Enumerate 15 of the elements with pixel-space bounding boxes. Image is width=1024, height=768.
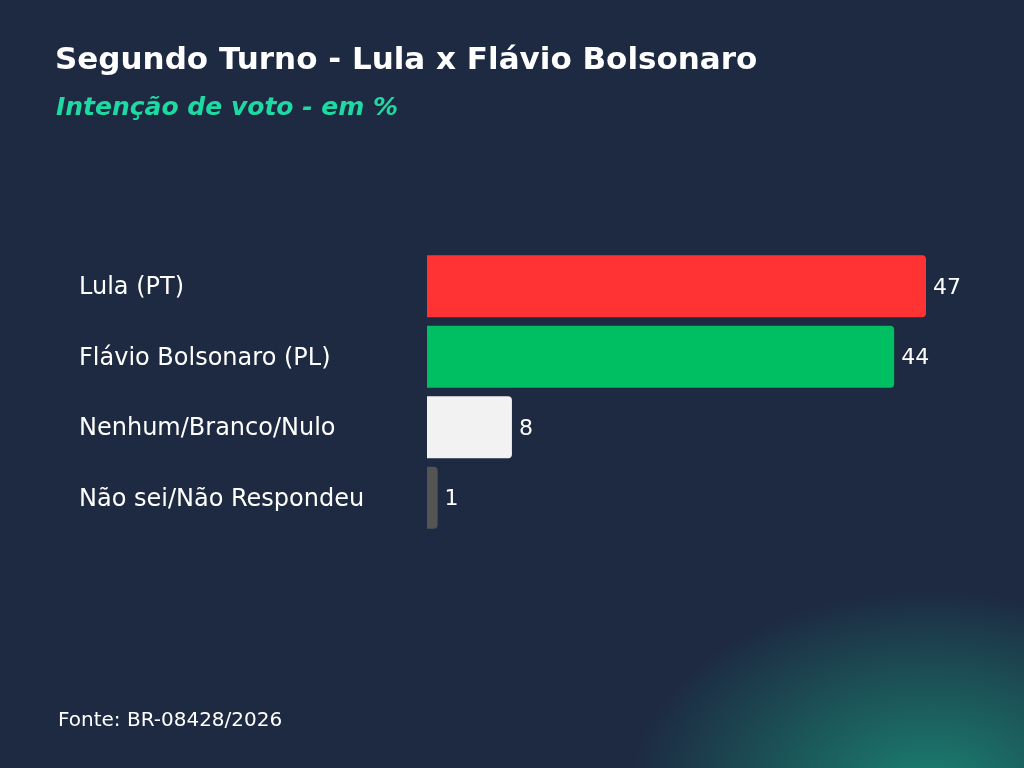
y-tick-label: Não sei/Não Respondeu — [79, 483, 365, 512]
data-label: 47 — [933, 273, 961, 299]
bar — [427, 255, 926, 318]
data-label: 8 — [518, 414, 533, 440]
source-note: Fonte: BR-08428/2026 — [58, 707, 283, 731]
y-tick-label: Nenhum/Branco/Nulo — [79, 413, 336, 442]
chart-title: Segundo Turno - Lula x Flávio Bolsonaro — [55, 39, 758, 76]
data-label: 1 — [444, 485, 459, 511]
bar — [427, 325, 895, 388]
y-tick-label: Lula (PT) — [79, 272, 185, 301]
bar — [427, 396, 512, 459]
chart-subtitle: Intenção de voto - em % — [56, 92, 399, 121]
y-tick-label: Flávio Bolsonaro (PL) — [79, 342, 331, 371]
bar — [427, 466, 438, 529]
data-label: 44 — [901, 344, 930, 370]
